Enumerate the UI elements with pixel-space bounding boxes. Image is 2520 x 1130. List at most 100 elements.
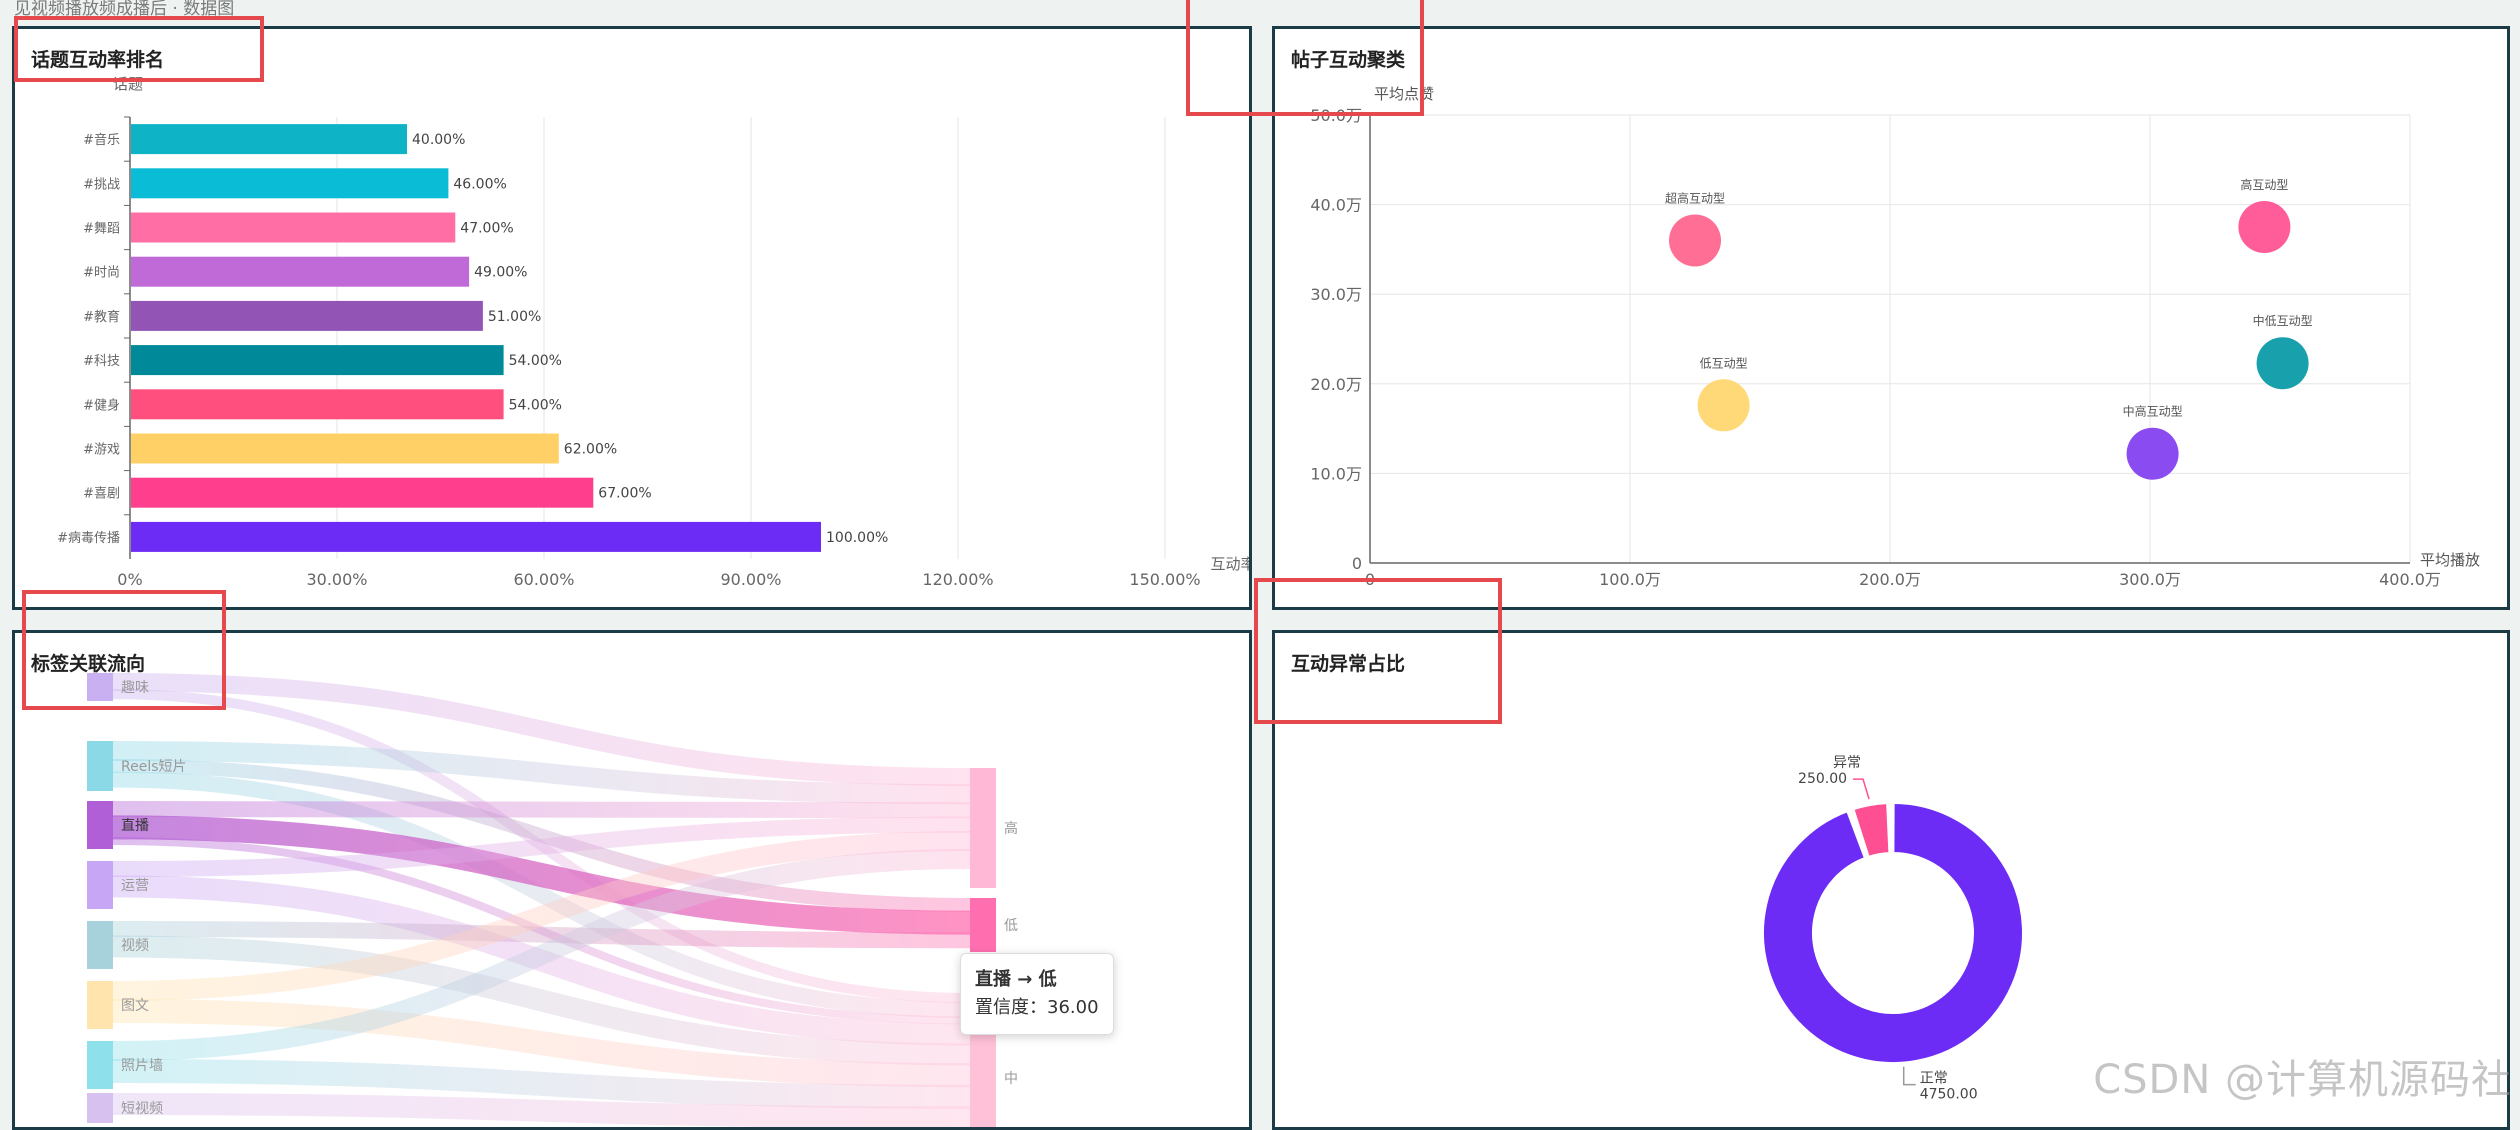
y-tick-label: 20.0万 (1310, 375, 1362, 394)
x-tick-label: 60.00% (513, 570, 574, 589)
bar-value-label: 54.00% (509, 397, 562, 413)
post-cluster-panel: 帖子互动聚类 0 10.0万 20.0万 30.0万 40.0万 50.0万 0 100.0万… (1272, 26, 2510, 610)
bar-value-label: 46.00% (453, 176, 506, 192)
x-tick-label: 200.0万 (1859, 570, 1921, 589)
source-node-label: 直播 (121, 817, 149, 834)
y-tick-label: #健身 (83, 397, 120, 413)
y-tick-label: #挑战 (83, 177, 120, 192)
source-node-label: 短视频 (121, 1101, 163, 1117)
x-tick-label: 100.0万 (1599, 570, 1661, 589)
flow-link (112, 935, 971, 1066)
source-node-label: 运营 (121, 878, 149, 894)
x-tick-label: 300.0万 (2119, 570, 2181, 589)
cluster-point (1669, 214, 1721, 267)
flow-link (112, 771, 971, 1018)
flow-link (112, 849, 971, 1061)
topic-rank-title: 话题互动率排名 (31, 49, 165, 71)
bar (131, 345, 504, 376)
slice-label-name: 异常 (1833, 755, 1861, 771)
x-axis-title: 互动率 (1210, 555, 1249, 573)
bar-value-label: 100.00% (826, 530, 888, 546)
y-tick-label: 40.0万 (1310, 196, 1362, 215)
topic-rank-chart: 0% 30.00% 60.00% 90.00% 120.00% 150.00% 话题互动率 #… (57, 75, 1249, 589)
topic-rank-panel: 话题互动率排名 0% 30.00% 60.00% 90.00% 120.00% 150.0… (12, 26, 1252, 610)
bar (131, 300, 483, 331)
breadcrumb: 见视频播放频成播后 · 数据图 (14, 0, 235, 19)
bar-value-label: 54.00% (509, 353, 562, 369)
x-tick-label: 90.00% (720, 570, 781, 589)
post-cluster-title: 帖子互动聚类 (1291, 49, 1406, 71)
flow-link (112, 801, 971, 819)
cluster-point (2256, 337, 2309, 390)
pie-slice (1852, 802, 1891, 859)
source-node-label: 趣味 (121, 680, 149, 696)
bar (131, 389, 504, 420)
bar (131, 256, 470, 287)
source-node (87, 673, 113, 701)
source-node (87, 1041, 113, 1089)
cluster-point (2238, 201, 2291, 253)
x-tick-label: 120.00% (922, 570, 993, 589)
y-tick-label: #科技 (83, 354, 120, 369)
flow-link (112, 816, 971, 877)
y-tick-label: #音乐 (83, 132, 120, 148)
slice-leader-line (1853, 778, 1870, 800)
cluster-point-label: 超高互动型 (1665, 190, 1725, 205)
cluster-point-label: 中低互动型 (2253, 313, 2313, 328)
source-node-label: Reels短片 (121, 759, 187, 775)
bar-value-label: 40.00% (412, 132, 465, 148)
source-node-label: 图文 (121, 998, 149, 1014)
x-tick-label: 0 (1365, 570, 1375, 589)
flow-link (112, 815, 971, 935)
bar (131, 477, 594, 508)
flow-link (112, 831, 971, 1001)
bar-value-label: 49.00% (474, 265, 527, 281)
source-node (87, 981, 113, 1029)
y-tick-label: 30.0万 (1310, 285, 1362, 304)
y-tick-label: 10.0万 (1310, 464, 1362, 483)
target-node-label: 中 (1004, 1071, 1018, 1087)
pie-slice (1762, 801, 2024, 1064)
y-tick-label: #教育 (83, 309, 120, 325)
flow-tooltip: 直播 → 低 置信度：36.00 (960, 953, 1114, 1035)
slice-label-name: 正常 (1920, 1071, 1948, 1087)
target-node-label: 低 (1004, 918, 1018, 934)
post-cluster-chart: 0 10.0万 20.0万 30.0万 40.0万 50.0万 0 100.0万 200.0万 3… (1310, 85, 2480, 589)
x-tick-label: 0% (117, 570, 142, 589)
cluster-point-label: 低互动型 (1700, 356, 1748, 370)
slice-label-value: 250.00 (1798, 771, 1847, 787)
slice-label-value: 4750.00 (1920, 1087, 1978, 1103)
bar-value-label: 62.00% (564, 442, 617, 458)
source-node (87, 801, 113, 849)
tooltip-line1: 直播 → 低 (975, 969, 1057, 990)
flow-link (112, 759, 971, 912)
bar (131, 433, 559, 464)
source-node (87, 1093, 113, 1123)
bar-value-label: 51.00% (488, 309, 541, 325)
watermark: CSDN @计算机源码社 (2093, 1057, 2512, 1103)
y-tick-label: #舞蹈 (83, 222, 120, 237)
bar (131, 168, 449, 199)
flow-link (112, 741, 971, 805)
bar (131, 521, 821, 552)
y-tick-label: #病毒传播 (57, 531, 120, 546)
x-axis-title: 平均播放 (2420, 551, 2480, 569)
cluster-point-label: 高互动型 (2240, 177, 2288, 192)
flow-link (112, 673, 971, 786)
source-node (87, 921, 113, 969)
y-tick-label: 0 (1352, 554, 1362, 573)
target-node (970, 768, 996, 888)
bar-value-label: 47.00% (460, 221, 513, 237)
bar-value-label: 67.00% (598, 486, 651, 502)
y-axis-title: 平均点赞 (1374, 85, 1434, 103)
y-tick-label: 50.0万 (1310, 106, 1362, 125)
y-axis-title: 话题 (113, 75, 143, 93)
source-node-label: 照片墙 (121, 1058, 163, 1074)
tag-flow-panel: 标签关联流向 趣味 Reels短片 直播 运营 视频 图文 照片墙 短视频 高低中 直播 → 低… (12, 630, 1252, 1130)
flow-link (112, 1093, 971, 1127)
cluster-point-label: 中高互动型 (2123, 404, 2183, 419)
x-tick-label: 30.00% (306, 570, 367, 589)
target-node (970, 898, 996, 952)
